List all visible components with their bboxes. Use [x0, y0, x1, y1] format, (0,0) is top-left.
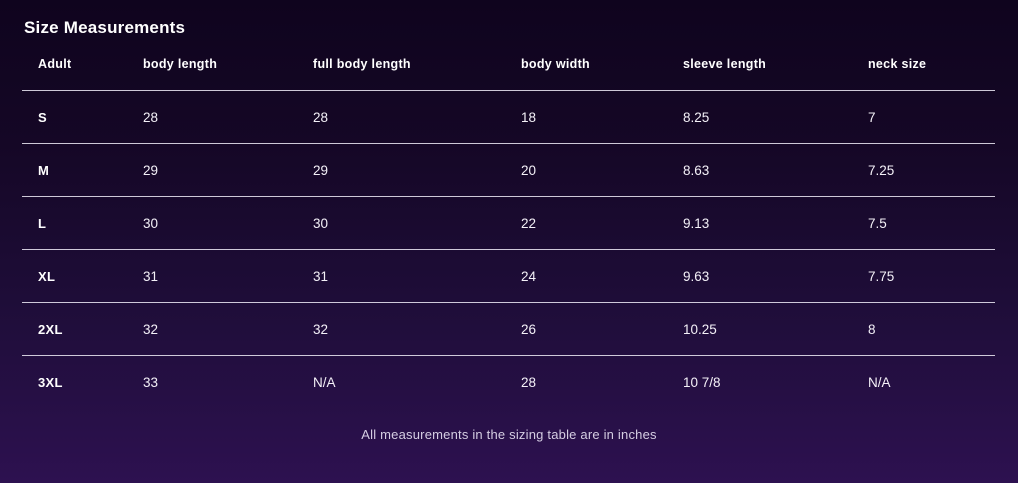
measurement-value: 32: [297, 302, 505, 356]
measurement-value: 28: [297, 90, 505, 144]
header-row: Adult body length full body length body wid…: [22, 38, 995, 91]
size-label: 3XL: [38, 374, 63, 390]
measurement-value: 9.63: [667, 249, 852, 303]
measurement-value: 8.63: [667, 143, 852, 197]
column-header: Adult: [22, 38, 127, 91]
measurement-value: 30: [297, 196, 505, 250]
size-label: L: [22, 196, 127, 250]
table-row: XL 31 31 24 9.63 7.75: [22, 249, 995, 303]
measurement-value: 29: [297, 143, 505, 197]
measurement-value: 18: [505, 90, 667, 144]
measurement-value: 20: [505, 143, 667, 197]
table-row: 3XL 33 N/A 28 10 7/8 N/A: [22, 356, 995, 409]
table-row: 2XL 32 32 26 10.25 8: [22, 302, 995, 356]
size-label: S: [22, 90, 127, 144]
measurement-value: 8: [852, 302, 995, 356]
table-row: L 30 30 22 9.13 7.5: [22, 196, 995, 250]
column-header: full body length: [297, 38, 505, 91]
measurement-value: 33: [143, 374, 159, 390]
table-row: S 28 28 18 8.25 7: [22, 90, 995, 144]
size-label: M: [22, 143, 127, 197]
measurement-value: 28: [127, 90, 297, 144]
column-header: neck size: [852, 38, 995, 91]
measurement-value: 26: [505, 302, 667, 356]
column-header: body width: [505, 38, 667, 91]
measurement-value: 29: [127, 143, 297, 197]
column-header: body length: [127, 38, 297, 91]
measurement-value: N/A: [868, 374, 891, 390]
measurement-value: 9.13: [667, 196, 852, 250]
measurement-value: 10 7/8: [683, 374, 721, 390]
column-header: sleeve length: [667, 38, 852, 91]
measurement-value: 28: [521, 374, 537, 390]
measurement-value: 7: [852, 90, 995, 144]
size-measurements-table: Adult body length full body length body wid…: [22, 38, 995, 408]
measurement-value: 24: [505, 249, 667, 303]
measurement-value: 8.25: [667, 90, 852, 144]
measurement-value: 30: [127, 196, 297, 250]
measurement-value: 31: [127, 249, 297, 303]
measurement-value: 10.25: [667, 302, 852, 356]
measurement-value: 22: [505, 196, 667, 250]
measurement-value: 32: [127, 302, 297, 356]
units-footnote: All measurements in the sizing table are…: [361, 427, 657, 442]
page-title: Size Measurements: [24, 18, 186, 37]
measurement-value: 7.25: [852, 143, 995, 197]
measurement-value: 7.75: [852, 249, 995, 303]
table-row: M 29 29 20 8.63 7.25: [22, 143, 995, 197]
measurement-value: 31: [297, 249, 505, 303]
size-label: 2XL: [22, 302, 127, 356]
measurement-value: N/A: [313, 374, 336, 390]
size-label: XL: [22, 249, 127, 303]
measurement-value: 7.5: [852, 196, 995, 250]
table-body: S 28 28 18 8.25 7 M 29 29 20 8.63 7.25 L 30 30 22 9.13 7.…: [22, 90, 995, 409]
